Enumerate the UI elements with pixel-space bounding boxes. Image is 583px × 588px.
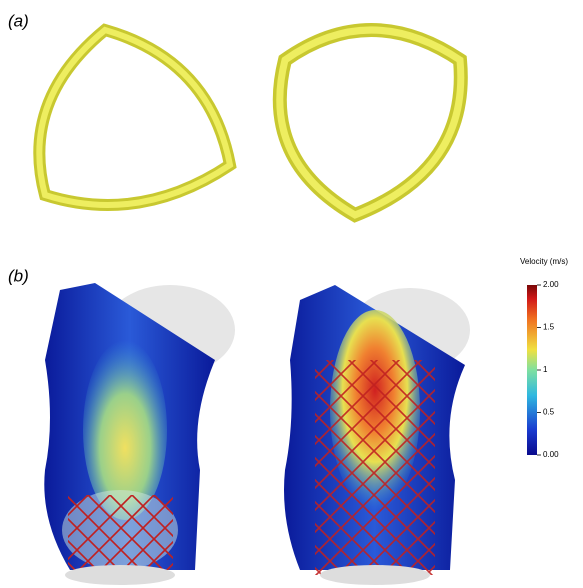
valve-ring-highlight	[39, 30, 230, 205]
stent	[315, 360, 435, 575]
colorbar-tick-label: 2.00	[543, 280, 559, 289]
panel-label: (b)	[8, 266, 29, 285]
outlet	[320, 565, 430, 585]
valve-ring-highlight	[280, 30, 461, 215]
colorbar-tick-label: 0.00	[543, 450, 559, 459]
colorbar-tick-label: 1	[543, 365, 548, 374]
outlet	[65, 565, 175, 585]
colorbar	[527, 285, 537, 455]
stent	[68, 495, 173, 570]
valve-ring	[280, 30, 461, 215]
colorbar-title: Velocity (m/s)	[520, 257, 568, 266]
figure: (a) (b) Velocity (m/s) 0.00 0.5 1 1.5 2.00	[0, 0, 583, 588]
colorbar-tick-label: 0.5	[543, 408, 555, 417]
panel-label: (a)	[8, 11, 29, 30]
colorbar-tick-label: 1.5	[543, 323, 555, 332]
